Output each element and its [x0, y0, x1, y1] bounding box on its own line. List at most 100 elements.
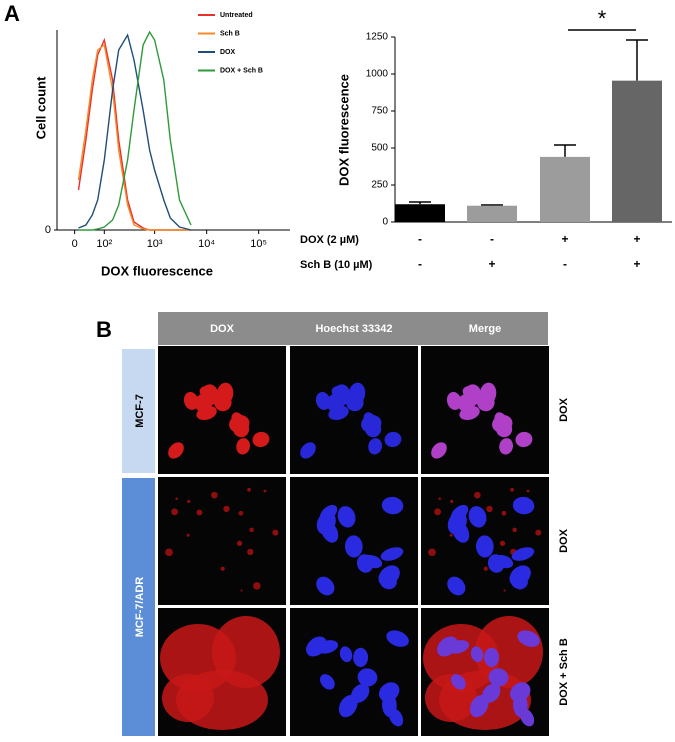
nucleus [229, 414, 250, 433]
nucleus [487, 554, 505, 573]
speck [272, 529, 279, 536]
speck [486, 505, 493, 513]
speck [535, 529, 542, 536]
speck [483, 566, 488, 571]
speck [175, 497, 178, 500]
nucleus [168, 442, 184, 459]
y-tick-label: 750 [371, 106, 388, 117]
nucleus [510, 573, 528, 590]
nucleus [316, 511, 336, 535]
speck [474, 491, 481, 499]
micrograph [290, 346, 418, 474]
nucleus [328, 405, 349, 421]
y-tick-label: 0 [45, 224, 51, 236]
nucleus [300, 442, 316, 459]
x-tick-label: 10⁴ [198, 238, 215, 250]
micrograph [158, 608, 286, 736]
legend-label: DOX [220, 49, 236, 56]
micrograph [421, 608, 549, 736]
treatment-label: DOX [558, 528, 570, 553]
condition-sign: + [633, 232, 640, 246]
column-header: Hoechst 33342 [315, 323, 392, 335]
x-tick-label: 10³ [147, 238, 163, 250]
nucleus [463, 384, 482, 406]
micrograph [421, 346, 549, 474]
nucleus [511, 547, 535, 561]
nucleus [200, 384, 219, 406]
condition-label: Sch B (10 µM) [300, 259, 373, 271]
nucleus [515, 431, 533, 448]
speck [186, 533, 190, 537]
nucleus [316, 576, 335, 596]
speck [253, 582, 261, 590]
y-tick-label: 500 [371, 143, 388, 154]
condition-sign: - [563, 257, 567, 271]
nucleus [378, 682, 400, 702]
nucleus [447, 640, 470, 654]
speck [503, 589, 506, 592]
nucleus [520, 708, 535, 727]
nucleus [183, 391, 199, 410]
speck [428, 548, 436, 557]
nucleus [484, 647, 500, 668]
nucleus [446, 391, 462, 410]
row-label-box [122, 349, 155, 473]
speck [512, 527, 517, 533]
speck [223, 505, 230, 513]
nucleus [236, 438, 251, 455]
treatment-label: DOX + Sch B [558, 638, 570, 706]
micrograph [158, 346, 286, 474]
nucleus [517, 630, 540, 647]
nucleus [450, 674, 466, 690]
nucleus [470, 646, 484, 663]
speck [220, 566, 225, 571]
nucleus [315, 391, 331, 410]
nucleus [196, 405, 217, 421]
nucleus [252, 431, 270, 448]
bar [467, 205, 517, 222]
nucleus [386, 630, 409, 647]
speck [247, 548, 254, 556]
nucleus [353, 647, 369, 668]
panel-label: B [96, 317, 112, 342]
column-header: Merge [469, 323, 501, 335]
x-axis-label: DOX fluorescence [101, 263, 213, 278]
nucleus [380, 547, 404, 561]
x-tick-label: 10² [96, 238, 112, 250]
nucleus [357, 668, 378, 687]
y-tick-label: 250 [371, 180, 388, 191]
speck [450, 499, 454, 504]
bar [395, 204, 445, 222]
condition-label: DOX (2 µM) [300, 234, 359, 246]
speck [211, 491, 218, 499]
nucleus [512, 496, 535, 515]
speck [263, 489, 267, 493]
nucleus [431, 442, 447, 459]
speck [247, 487, 251, 492]
condition-sign: - [418, 232, 422, 246]
cytoplasm [162, 674, 214, 722]
histogram-line [78, 33, 192, 231]
nucleus [389, 708, 404, 727]
y-tick-label: 1250 [366, 32, 389, 43]
micrograph-background [158, 477, 286, 605]
legend-label: DOX + Sch B [220, 67, 263, 74]
speck [240, 589, 243, 592]
nucleus [339, 646, 353, 663]
nucleus [488, 668, 509, 687]
cytoplasm [212, 616, 280, 688]
speck [434, 508, 442, 516]
nucleus [368, 438, 383, 455]
speck [165, 548, 173, 557]
y-tick-label: 1000 [366, 69, 389, 80]
condition-sign: - [490, 232, 494, 246]
row-label: MCF-7/ADR [134, 577, 146, 638]
speck [499, 540, 506, 547]
treatment-label: DOX [558, 397, 570, 422]
speck [171, 508, 179, 516]
speck [526, 489, 530, 493]
condition-sign: + [633, 257, 640, 271]
nucleus [447, 511, 467, 535]
speck [438, 497, 441, 500]
